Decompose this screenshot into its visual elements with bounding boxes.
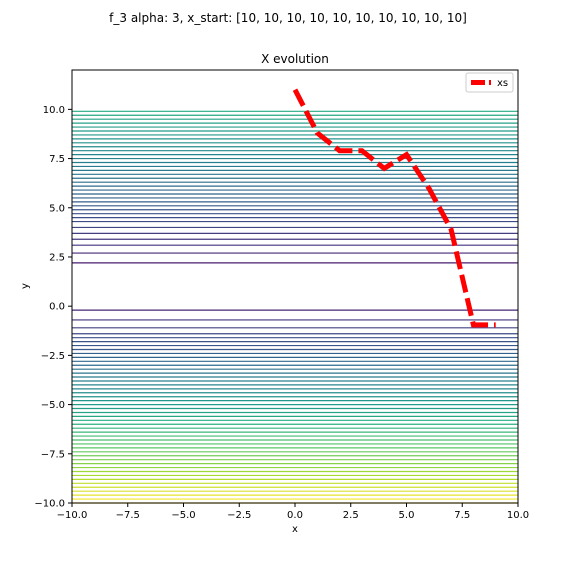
y-tick-label: −2.5 [41, 351, 65, 362]
x-tick-label: −10.0 [57, 510, 88, 521]
y-tick-label: −7.5 [41, 449, 65, 460]
plot-background [72, 70, 518, 503]
series-layer [292, 88, 496, 328]
y-tick-label: 7.5 [49, 154, 65, 165]
y-tick-label: −5.0 [41, 400, 65, 411]
x-axis-label: x [292, 524, 298, 535]
y-axis: −10.0 −7.5 −5.0 −2.5 0.0 2.5 5.0 7.5 10.0 [34, 105, 72, 510]
series-line-xs [292, 88, 496, 328]
x-axis: −10.0 −7.5 −5.0 −2.5 0.0 2.5 5.0 7.5 10.0 [57, 503, 529, 521]
y-tick-label: 0.0 [49, 302, 65, 313]
x-tick-label: 2.5 [343, 510, 359, 521]
x-tick-label: 5.0 [399, 510, 415, 521]
chart-title: X evolution [261, 52, 329, 66]
legend: xs [465, 72, 514, 93]
x-tick-label: −5.0 [171, 510, 195, 521]
legend-label-xs: xs [497, 78, 508, 89]
contour-lines [72, 110, 518, 504]
figure-suptitle: f_3 alpha: 3, x_start: [10, 10, 10, 10, … [109, 11, 467, 25]
x-tick-label: 0.0 [287, 510, 303, 521]
x-tick-label: 7.5 [454, 510, 470, 521]
y-tick-label: −10.0 [34, 499, 65, 510]
y-axis-label: y [20, 283, 31, 289]
plot-area [71, 69, 519, 504]
x-tick-label: −7.5 [116, 510, 140, 521]
y-tick-label: 10.0 [43, 105, 65, 116]
x-tick-label: 10.0 [507, 510, 529, 521]
y-tick-label: 5.0 [49, 203, 65, 214]
y-tick-label: 2.5 [49, 252, 65, 263]
x-tick-label: −2.5 [227, 510, 251, 521]
